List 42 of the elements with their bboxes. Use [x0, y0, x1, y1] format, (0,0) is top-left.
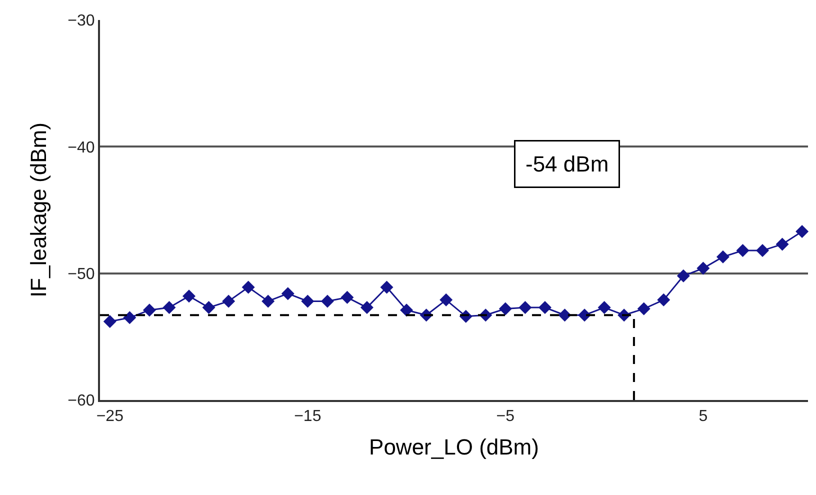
x-tick-label: −5	[496, 408, 515, 426]
point	[360, 301, 374, 314]
point	[182, 290, 196, 303]
point	[222, 294, 236, 308]
y-tick-label: −30	[68, 12, 95, 30]
point	[103, 314, 116, 328]
annotation: -54 dBm	[526, 152, 609, 176]
point	[142, 304, 156, 317]
point	[796, 225, 809, 238]
x-tick-label: −25	[96, 408, 124, 426]
point	[657, 293, 670, 306]
x-tick-label: −15	[294, 408, 322, 426]
point	[736, 244, 750, 258]
point	[756, 244, 770, 258]
y-axis-title: IF_leakage (dBm)	[26, 122, 51, 298]
point	[696, 262, 710, 275]
x-tick-label: 5	[698, 408, 708, 426]
point	[400, 304, 414, 317]
point	[301, 294, 314, 308]
point	[162, 301, 176, 314]
point	[538, 301, 552, 314]
point	[242, 280, 255, 294]
point	[262, 294, 275, 308]
point	[518, 301, 532, 314]
y-tick-label: −50	[68, 266, 95, 283]
point	[123, 311, 136, 324]
point	[776, 238, 789, 251]
point	[340, 290, 354, 304]
point	[598, 301, 611, 314]
point	[676, 269, 690, 282]
point	[202, 301, 216, 314]
point	[716, 250, 730, 264]
point	[320, 294, 334, 308]
x-axis-title: Power_LO (dBm)	[369, 434, 539, 460]
point	[498, 302, 512, 316]
point	[637, 302, 650, 316]
point	[380, 280, 394, 294]
point	[440, 293, 453, 306]
point	[281, 287, 294, 300]
y-tick-label: −40	[68, 139, 95, 156]
point	[558, 308, 572, 322]
y-tick-label: −60	[68, 392, 95, 410]
